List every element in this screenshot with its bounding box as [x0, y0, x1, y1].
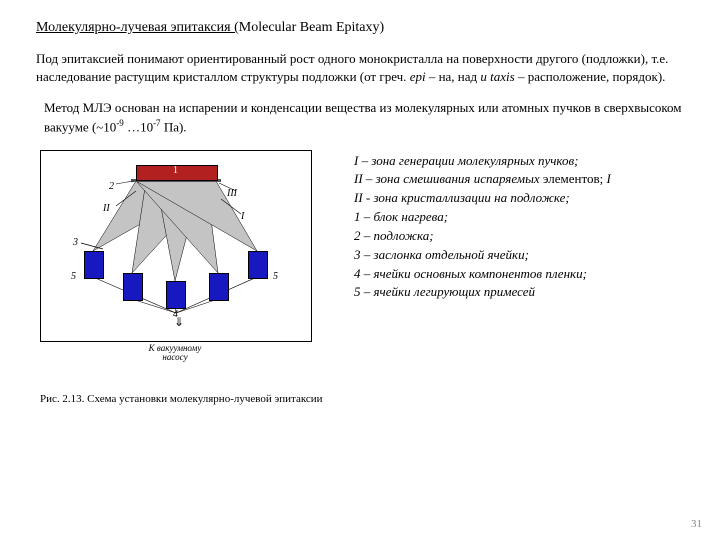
p2-t2: …10	[124, 119, 153, 134]
label-zone-II: II	[103, 203, 110, 214]
label-5l: 5	[71, 271, 76, 282]
p1-i1: epi	[410, 69, 426, 84]
p2-s2: -7	[153, 118, 161, 128]
p2-t3: Па).	[161, 119, 187, 134]
p1-t3: – расположение, порядок).	[515, 69, 666, 84]
legend-line-6: 3 – заслонка отдельной ячейки;	[354, 246, 684, 265]
figure-block: 1 2 II III I 3 5 5 4 ⇓ К вакуумномунасос…	[36, 150, 326, 406]
effusion-cell	[248, 251, 268, 279]
p1-t2: – на, над	[426, 69, 481, 84]
paragraph-2: Метод МЛЭ основан на испарении и конденс…	[36, 99, 684, 135]
title-rest: Molecular Beam Epitaxy)	[239, 20, 384, 35]
title-underlined: Молекулярно-лучевая эпитаксия (	[36, 20, 239, 35]
pump-arrow-icon: ⇓	[174, 315, 184, 330]
figure-caption: Рис. 2.13. Схема установки молекулярно-л…	[40, 393, 326, 405]
effusion-cell	[209, 273, 229, 301]
legend-line-1: I – зона генерации молекулярных пучков;	[354, 152, 684, 171]
p2-s1: -9	[116, 118, 124, 128]
legend-line-3: II - зона кристаллизации на подложке;	[354, 189, 684, 208]
legend-line-5: 2 – подложка;	[354, 227, 684, 246]
p1-i2: и taxis	[480, 69, 514, 84]
paragraph-1: Под эпитаксией понимают ориентированный …	[36, 50, 684, 85]
page-number: 31	[691, 518, 702, 530]
label-3: 3	[73, 237, 78, 248]
page-title: Молекулярно-лучевая эпитаксия (Molecular…	[36, 20, 684, 36]
label-1: 1	[173, 165, 178, 176]
figure-frame: 1 2 II III I 3 5 5 4 ⇓	[40, 150, 312, 342]
legend-line-7: 4 – ячейки основных компонентов пленки;	[354, 265, 684, 284]
legend-line-4: 1 – блок нагрева;	[354, 208, 684, 227]
label-zone-I: I	[241, 211, 244, 222]
label-5r: 5	[273, 271, 278, 282]
label-zone-III: III	[227, 188, 237, 199]
legend: I – зона генерации молекулярных пучков; …	[354, 150, 684, 303]
effusion-cell	[123, 273, 143, 301]
effusion-cell	[166, 281, 186, 309]
legend-line-8: 5 – ячейки легирующих примесей	[354, 283, 684, 302]
pump-caption: К вакуумномунасосу	[36, 344, 314, 364]
legend-line-2: II – зона смешивания испаряемых элементо…	[354, 170, 684, 189]
effusion-cell	[84, 251, 104, 279]
label-2: 2	[109, 181, 114, 192]
